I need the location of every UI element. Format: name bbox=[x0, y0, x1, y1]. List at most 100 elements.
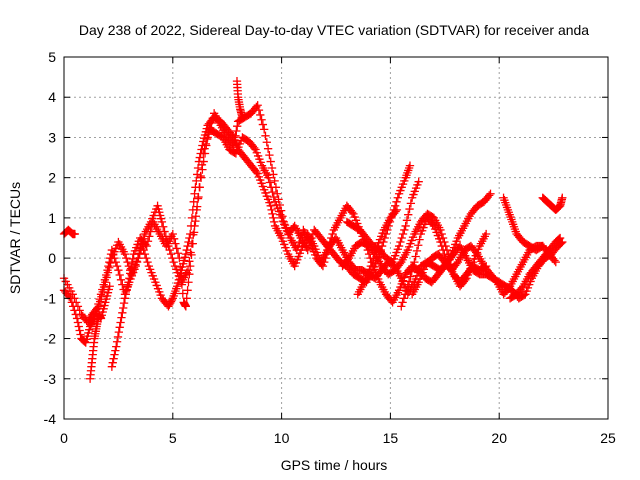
data-point bbox=[165, 245, 174, 255]
data-point bbox=[106, 258, 115, 268]
data-point bbox=[185, 257, 194, 266]
data-point bbox=[281, 243, 290, 252]
data-point bbox=[115, 270, 124, 280]
data-point bbox=[401, 221, 410, 231]
data-point bbox=[193, 194, 203, 203]
data-point bbox=[102, 291, 112, 301]
data-point bbox=[159, 222, 168, 231]
data-point bbox=[238, 113, 247, 122]
data-point bbox=[183, 241, 192, 251]
data-point bbox=[398, 277, 407, 286]
data-point bbox=[551, 257, 560, 267]
data-point bbox=[118, 308, 127, 317]
data-point bbox=[419, 265, 429, 274]
data-point bbox=[177, 280, 187, 289]
data-point bbox=[251, 145, 260, 154]
data-point bbox=[380, 233, 389, 243]
data-point bbox=[350, 212, 359, 222]
data-point bbox=[123, 282, 132, 291]
data-point bbox=[119, 299, 129, 308]
data-point bbox=[85, 325, 94, 334]
data-point bbox=[233, 146, 242, 155]
data-point bbox=[399, 280, 409, 289]
data-point bbox=[201, 139, 211, 149]
data-point bbox=[193, 163, 203, 173]
data-point bbox=[258, 120, 268, 129]
data-point bbox=[230, 136, 239, 145]
data-point bbox=[142, 253, 151, 263]
data-point bbox=[73, 302, 83, 311]
data-point bbox=[277, 233, 286, 243]
data-point bbox=[265, 198, 274, 207]
data-point bbox=[360, 278, 369, 287]
data-point bbox=[413, 180, 422, 190]
data-point bbox=[188, 239, 197, 248]
y-tick-label: -4 bbox=[44, 411, 57, 427]
data-point bbox=[276, 210, 285, 219]
data-point bbox=[253, 169, 262, 178]
data-point bbox=[119, 303, 128, 313]
data-point bbox=[75, 326, 84, 335]
data-point bbox=[397, 302, 406, 311]
data-point bbox=[304, 241, 314, 251]
data-point bbox=[133, 240, 142, 249]
data-point bbox=[407, 267, 416, 276]
data-point bbox=[252, 167, 261, 177]
data-point bbox=[406, 239, 415, 248]
data-point bbox=[116, 318, 125, 327]
data-point bbox=[402, 286, 411, 295]
data-point bbox=[72, 314, 82, 323]
data-point bbox=[404, 277, 414, 286]
data-point bbox=[369, 253, 378, 263]
data-point bbox=[282, 246, 291, 256]
data-point bbox=[396, 237, 405, 247]
data-point bbox=[122, 286, 131, 295]
y-tick-label: -3 bbox=[44, 371, 57, 387]
data-point bbox=[126, 264, 136, 273]
data-point bbox=[102, 294, 111, 304]
data-point bbox=[433, 231, 442, 240]
data-point bbox=[555, 234, 564, 243]
data-point bbox=[391, 207, 400, 216]
data-point bbox=[231, 131, 240, 140]
data-point bbox=[295, 249, 305, 258]
data-point bbox=[399, 294, 409, 303]
data-point bbox=[179, 256, 189, 265]
data-point bbox=[104, 285, 113, 294]
data-point bbox=[415, 235, 424, 244]
data-point bbox=[393, 193, 402, 202]
data-point bbox=[411, 183, 421, 193]
data-point bbox=[197, 160, 207, 169]
data-point bbox=[371, 245, 381, 255]
data-point bbox=[183, 286, 192, 295]
data-point bbox=[261, 188, 270, 198]
axis-ticks: -4 -3 -2 -1 0 1 2 3 4 5 0 5 10 15 20 25 bbox=[44, 49, 616, 446]
x-axis-label: GPS time / hours bbox=[281, 457, 388, 473]
data-point bbox=[521, 290, 530, 299]
data-point bbox=[278, 237, 288, 246]
data-point bbox=[263, 144, 273, 153]
x-tick-label: 20 bbox=[491, 430, 507, 446]
data-point bbox=[115, 323, 124, 332]
y-tick-label: 0 bbox=[48, 250, 56, 266]
data-point bbox=[394, 189, 404, 198]
data-point bbox=[156, 214, 166, 223]
data-point bbox=[168, 253, 177, 263]
data-point bbox=[347, 208, 357, 217]
data-point bbox=[367, 257, 377, 267]
data-point bbox=[310, 250, 320, 260]
data-point bbox=[438, 245, 448, 255]
data-point bbox=[199, 157, 208, 166]
data-point bbox=[189, 228, 199, 237]
x-tick-label: 15 bbox=[383, 430, 399, 446]
data-point bbox=[173, 249, 183, 258]
data-point bbox=[392, 197, 401, 206]
data-point bbox=[110, 247, 119, 256]
data-point bbox=[373, 241, 382, 251]
data-point bbox=[375, 235, 385, 244]
data-point bbox=[410, 257, 419, 267]
data-point bbox=[96, 314, 106, 323]
data-point bbox=[402, 216, 412, 225]
x-tick-label: 0 bbox=[60, 430, 68, 446]
data-point bbox=[103, 288, 113, 297]
